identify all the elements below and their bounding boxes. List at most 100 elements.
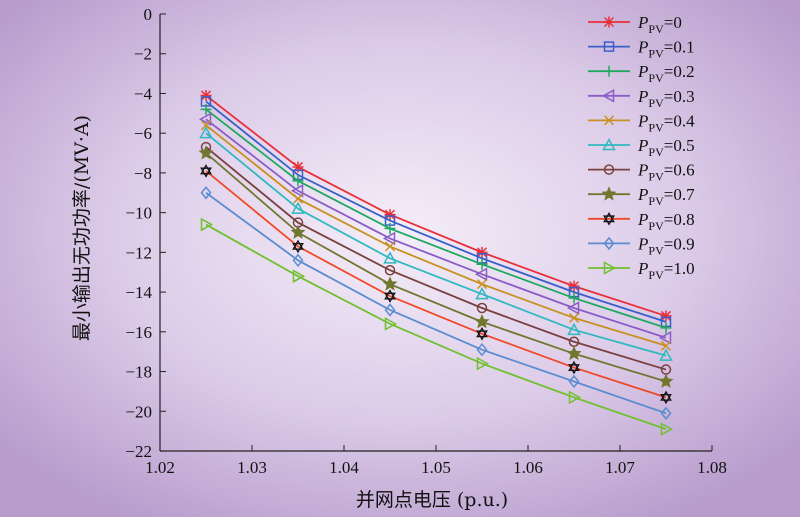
x-tick-label: 1.08 [697,458,727,477]
series-layer [198,89,674,436]
axes: 0 −2 −4 −6 −8 −10 −12 −14 −16 −18 −20 −221.02 1.03 1.… [125,5,726,477]
x-tick-label: 1.07 [605,458,635,477]
data-point [476,302,488,314]
data-point [292,253,304,267]
legend-label: PPV=0.8 [637,210,695,233]
data-point [383,251,397,264]
data-point [382,276,398,291]
series-line [205,124,667,347]
data-point [200,217,214,232]
y-tick-label: −16 [125,323,152,342]
series-line [205,170,667,399]
data-point [290,224,306,239]
series-line [205,223,667,431]
data-point [603,261,617,275]
data-point [384,317,398,331]
data-point [476,258,488,270]
data-point [602,137,616,151]
legend-item: PPV=0.9 [588,234,695,257]
legend-item: PPV=0.8 [588,210,695,233]
series-7 [198,145,674,388]
data-point [291,201,305,214]
data-point [568,280,580,292]
data-point [290,184,304,198]
data-point [384,303,396,317]
legend-label: PPV=0.1 [637,38,695,61]
legend-item: PPV=1.0 [588,259,695,282]
y-tick-label: −4 [134,84,153,103]
data-point [568,374,580,389]
series-4 [200,120,672,351]
series-0 [200,89,672,322]
series-8 [200,164,672,405]
data-point [200,186,212,200]
data-point [566,345,582,361]
data-point [198,145,214,160]
data-point [476,246,488,258]
data-point [603,41,615,52]
y-tick-label: −6 [134,124,152,143]
series-line [205,192,667,415]
series-line [205,94,667,317]
data-point [603,211,615,226]
data-point [198,112,212,127]
data-point [384,289,396,303]
data-point [476,279,488,290]
legend-label: PPV=0.6 [637,161,695,184]
series-5 [199,126,673,361]
x-tick-label: 1.02 [145,458,175,477]
x-axis-title: 并网点电压 (p.u.) [356,489,508,511]
data-point [567,322,581,336]
y-tick-label: −10 [125,204,152,223]
y-tick-label: −22 [125,442,152,461]
data-point [568,390,582,405]
series-9 [200,186,672,420]
data-point [660,310,672,322]
x-tick-label: 1.06 [513,458,543,477]
data-point [384,241,396,252]
legend-label: PPV=0.3 [637,87,695,110]
data-point [603,16,615,28]
data-point [568,312,580,323]
data-point [200,120,212,131]
data-point [476,326,488,341]
y-tick-label: −8 [134,164,152,183]
data-point [476,343,488,357]
data-point [292,193,304,204]
data-point [660,422,674,436]
data-point [292,239,304,254]
data-point [603,164,615,175]
y-tick-label: −20 [125,402,152,421]
series-line [205,132,667,357]
data-point [200,164,212,178]
series-line [205,108,667,329]
legend-label: PPV=0.7 [637,185,695,208]
data-point [601,89,615,103]
series-line [205,118,667,339]
data-point [601,186,617,201]
series-line [205,152,667,383]
legend: PPV=0PPV=0.1PPV=0.2PPV=0.3PPV=0.4PPV=0.5… [588,13,695,282]
data-point [659,348,673,361]
y-tick-label: −2 [134,45,152,64]
data-point [382,231,396,246]
data-point [660,340,672,351]
x-tick-label: 1.03 [237,458,267,477]
y-tick-label: −14 [125,283,152,302]
legend-label: PPV=0.9 [637,234,695,257]
data-point [292,175,304,187]
data-point [658,331,672,345]
legend-label: PPV=0.5 [637,136,695,159]
legend-item: PPV=0.2 [588,62,695,85]
y-axis-title: 最小输出无功功率/(MV·A) [71,115,93,341]
legend-label: PPV=0.2 [637,62,695,85]
data-point [292,269,306,283]
data-point [658,373,674,388]
y-tick-label: −18 [125,363,152,382]
legend-item: PPV=0.1 [588,38,695,61]
data-point [474,313,490,329]
legend-item: PPV=0 [588,13,682,36]
legend-item: PPV=0.7 [588,185,695,208]
